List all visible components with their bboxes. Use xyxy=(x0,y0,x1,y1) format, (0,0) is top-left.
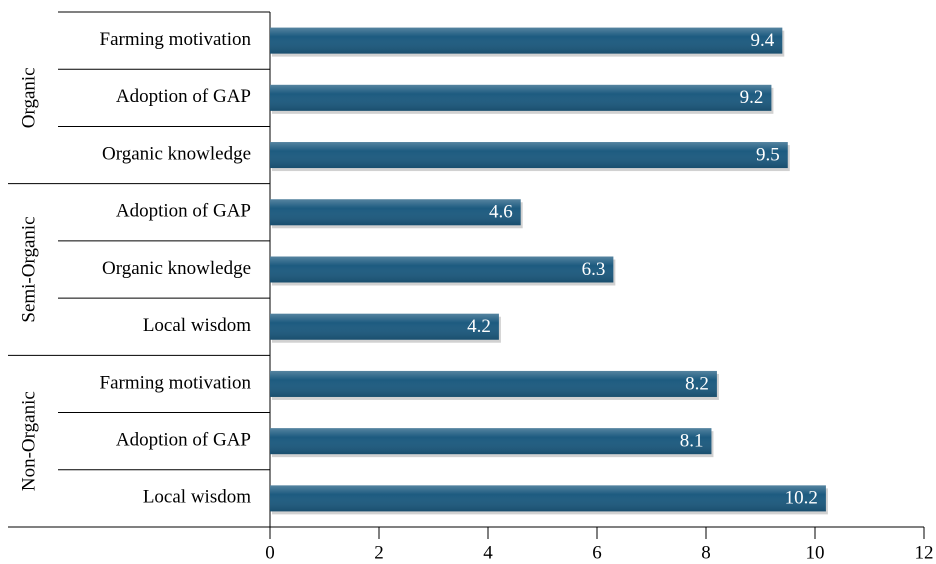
y-tick-label: Organic knowledge xyxy=(102,143,251,164)
value-label: 8.1 xyxy=(680,431,704,452)
group-label: Non-Organic xyxy=(18,391,39,491)
value-label: 8.2 xyxy=(685,373,709,394)
x-tick-label: 6 xyxy=(592,542,602,563)
x-tick-label: 8 xyxy=(701,542,711,563)
x-tick-label: 2 xyxy=(374,542,384,563)
value-label: 9.2 xyxy=(740,87,764,108)
x-tick-label: 0 xyxy=(265,542,275,563)
y-tick-label: Local wisdom xyxy=(143,487,251,508)
bar-shine xyxy=(270,485,826,512)
x-tick-label: 10 xyxy=(806,542,825,563)
value-label: 6.3 xyxy=(582,259,606,280)
value-label: 9.4 xyxy=(751,30,775,51)
value-label: 9.5 xyxy=(756,144,780,165)
y-tick-label: Adoption of GAP xyxy=(116,430,251,451)
bar-shine xyxy=(270,199,521,226)
y-tick-label: Local wisdom xyxy=(143,315,251,336)
value-label: 4.2 xyxy=(467,316,491,337)
group-label: Semi-Organic xyxy=(18,216,39,322)
bar-shine xyxy=(270,313,499,340)
bar-shine xyxy=(270,84,772,111)
bar-shine xyxy=(270,142,788,169)
bar-shine xyxy=(270,428,712,455)
y-tick-label: Organic knowledge xyxy=(102,258,251,279)
bar-shine xyxy=(270,27,783,54)
x-tick-label: 4 xyxy=(483,542,493,563)
y-tick-label: Farming motivation xyxy=(100,372,252,393)
group-label: Organic xyxy=(18,67,39,128)
bar-shine xyxy=(270,370,717,397)
x-tick-label: 12 xyxy=(915,542,934,563)
value-label: 4.6 xyxy=(489,202,513,223)
bar-shine xyxy=(270,256,614,283)
y-tick-label: Farming motivation xyxy=(100,29,252,50)
y-tick-label: Adoption of GAP xyxy=(116,86,251,107)
y-tick-label: Adoption of GAP xyxy=(116,201,251,222)
value-label: 10.2 xyxy=(785,488,818,509)
